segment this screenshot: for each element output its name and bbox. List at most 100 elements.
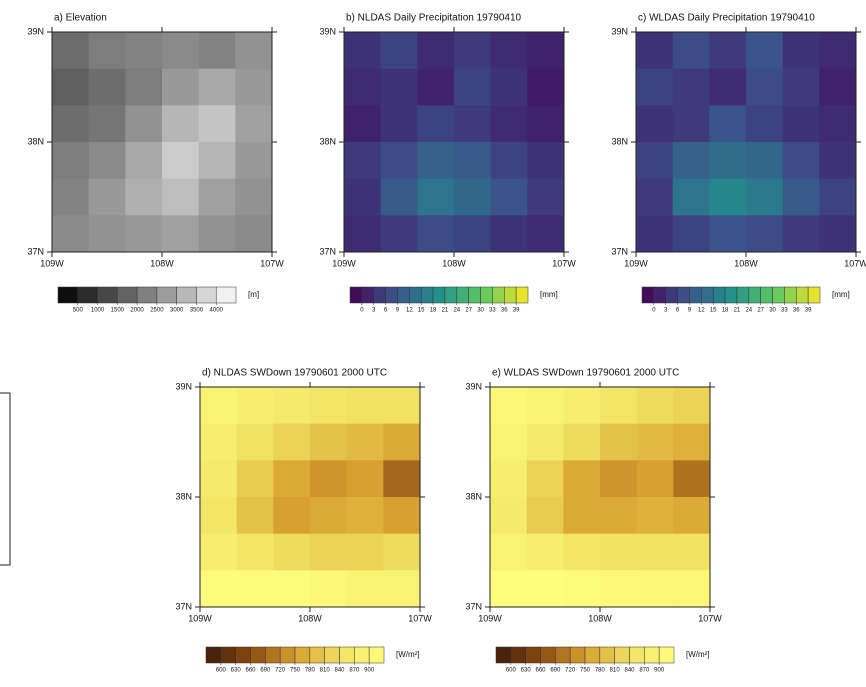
y-tick-label: 39N [319, 26, 336, 36]
x-tick-label: 108W [588, 613, 612, 623]
grid-cell [200, 497, 238, 535]
grid-cell [527, 32, 565, 70]
y-tick-label: 37N [611, 246, 628, 256]
grid-cell [782, 32, 820, 70]
grid-cell [672, 142, 710, 180]
grid-cell [273, 497, 311, 535]
colorbar-box [629, 646, 645, 664]
grid-cell [125, 68, 163, 106]
colorbar-tick-label: 6 [676, 308, 680, 314]
colorbar-tick-label: 690 [550, 668, 561, 674]
grid-cell [162, 32, 200, 70]
grid-cell [782, 215, 820, 253]
grid-cell [417, 142, 455, 180]
grid-cell [527, 142, 565, 180]
grid-cell [236, 533, 274, 571]
x-tick-label: 107W [844, 258, 866, 268]
grid-cell [819, 215, 857, 253]
colorbar-tick-label: 0 [360, 308, 364, 314]
colorbar-box [540, 646, 556, 664]
grid-cell [819, 32, 857, 70]
grid-cell [709, 68, 747, 106]
grid-cell [380, 68, 418, 106]
grid-cell [162, 215, 200, 253]
colorbar-box [677, 286, 690, 304]
colorbar-box [196, 286, 217, 304]
grid-cell [490, 423, 528, 461]
y-tick-label: 38N [27, 136, 44, 146]
grid-cell [417, 68, 455, 106]
grid-cell [125, 215, 163, 253]
grid-cell [88, 105, 126, 143]
grid-cell [782, 178, 820, 216]
grid-cell [346, 387, 384, 425]
colorbar-tick-label: 33 [489, 308, 496, 314]
colorbar-tick-label: 39 [513, 308, 520, 314]
grid-cell [490, 215, 528, 253]
grid-cell [600, 570, 638, 608]
grid-cell [236, 497, 274, 535]
grid-cell [454, 178, 492, 216]
colorbar-tick-label: 870 [349, 668, 360, 674]
grid-cell [672, 215, 710, 253]
grid-cell [417, 32, 455, 70]
x-tick-label: 108W [442, 258, 466, 268]
colorbar-box [444, 286, 458, 304]
grid-cell [600, 497, 638, 535]
y-tick-label: 37N [465, 601, 482, 611]
grid-cell [746, 178, 784, 216]
colorbar-box [373, 286, 386, 304]
grid-cell [526, 460, 564, 498]
grid-cell [125, 178, 163, 216]
grid-cell [344, 142, 382, 180]
colorbar-tick-label: 36 [501, 308, 508, 314]
colorbar-box [397, 286, 410, 304]
grid-cell [526, 533, 564, 571]
grid-cell [563, 570, 601, 608]
colorbar-tick-label: 30 [769, 308, 776, 314]
grid-cell [673, 497, 711, 535]
y-tick-label: 38N [465, 491, 482, 501]
grid-cell [310, 570, 348, 608]
colorbar-tick-label: 2500 [150, 308, 164, 314]
grid-cell [235, 178, 273, 216]
colorbar-box [117, 286, 138, 304]
grid-cell [709, 178, 747, 216]
colorbar-box [796, 286, 809, 304]
colorbar-tick-label: 630 [231, 668, 242, 674]
colorbar-tick-label: 750 [580, 668, 591, 674]
colorbar-tick-label: 500 [73, 308, 84, 314]
colorbar-box [525, 646, 541, 664]
colorbar-box [354, 646, 370, 664]
colorbar-tick-label: 15 [418, 308, 425, 314]
grid-cell [273, 387, 311, 425]
colorbar-tick-label: 720 [565, 668, 576, 674]
grid-cell [672, 105, 710, 143]
grid-cell [454, 215, 492, 253]
grid-cell [636, 215, 674, 253]
colorbar-box [349, 286, 363, 304]
grid-cell [490, 105, 528, 143]
colorbar-tick-label: 33 [781, 308, 788, 314]
grid-cell [673, 387, 711, 425]
grid-cell [52, 178, 90, 216]
colorbar-box [324, 646, 340, 664]
grid-cell [672, 32, 710, 70]
grid-cell [162, 68, 200, 106]
grid-cell [198, 105, 236, 143]
colorbar-box [748, 286, 761, 304]
y-tick-label: 38N [319, 136, 336, 146]
grid-cell [819, 68, 857, 106]
frame-fragment [0, 392, 11, 566]
colorbar-tick-label: 870 [639, 668, 650, 674]
grid-cell [526, 423, 564, 461]
grid-cell [383, 387, 421, 425]
colorbar-tick-label: 750 [290, 668, 301, 674]
colorbar-tick-label: 24 [453, 308, 460, 314]
grid-cell [236, 423, 274, 461]
grid-cell [746, 142, 784, 180]
grid-cell [346, 460, 384, 498]
colorbar-tick-label: 810 [610, 668, 621, 674]
colorbar-tick-label: 9 [688, 308, 692, 314]
colorbar-box [136, 286, 158, 304]
